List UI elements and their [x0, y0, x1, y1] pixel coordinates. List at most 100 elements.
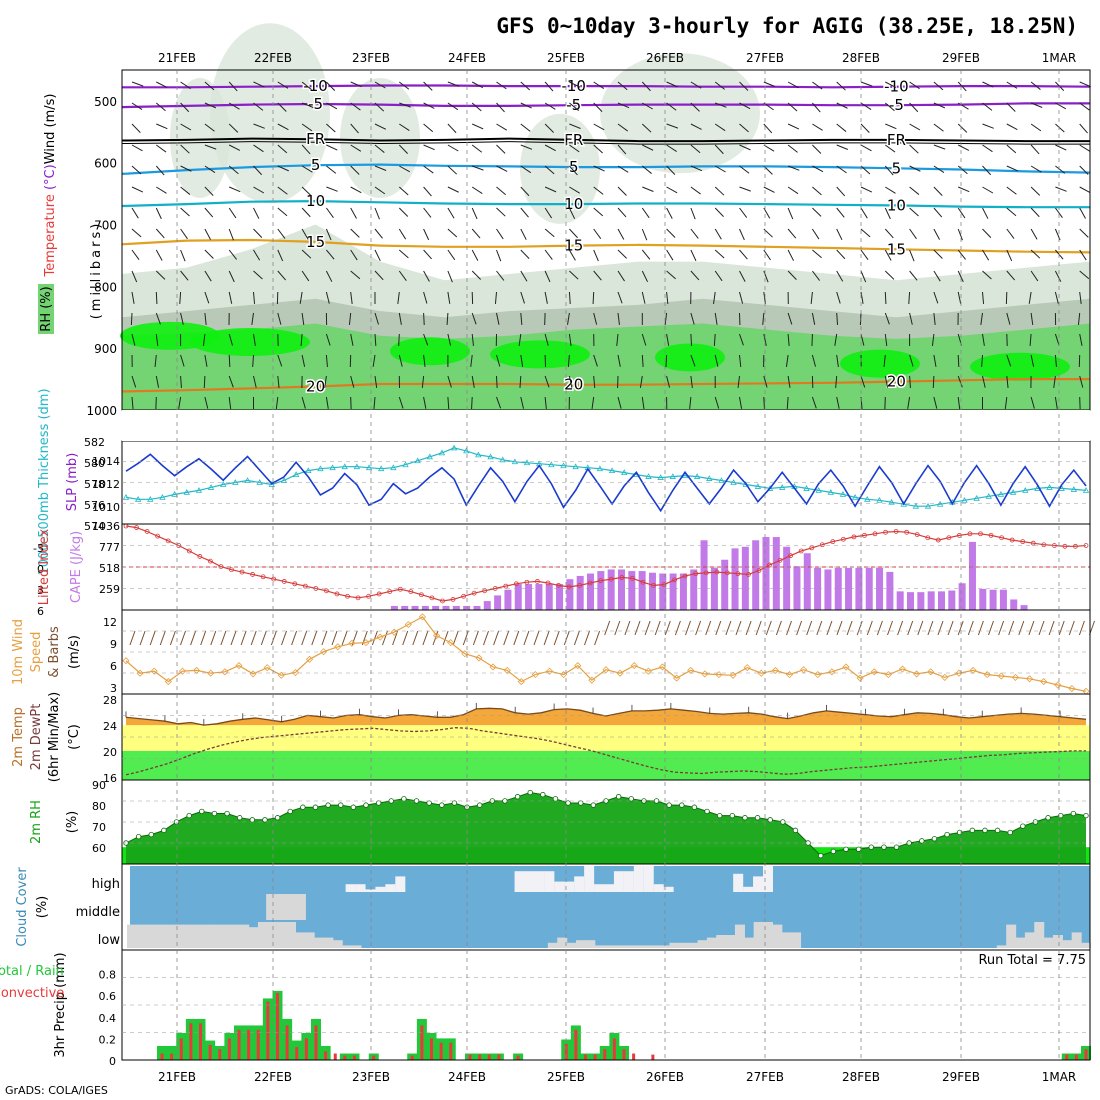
lifted-index-marker [840, 536, 846, 542]
wind-barb [1030, 186, 1041, 196]
cape-bar [659, 573, 667, 610]
wind-barb [909, 249, 915, 262]
wind-barb [617, 186, 627, 196]
cloud-bar-low [136, 924, 147, 948]
wind-barb [860, 249, 869, 261]
wind-barb [642, 144, 654, 151]
thickness-marker [1082, 487, 1090, 493]
wind-barb [812, 165, 824, 173]
cloud-bar-low [1024, 932, 1035, 948]
wind-barb [569, 165, 578, 176]
cloud-row-label: middle [76, 905, 120, 920]
wind-barb-10m [392, 630, 399, 646]
lifted-index-marker [334, 591, 340, 597]
wind-barb [593, 228, 602, 240]
wind-barb [1006, 186, 1017, 195]
rh-patch [490, 340, 590, 369]
precip-convective-bar [372, 1055, 376, 1060]
wind-barb [860, 207, 868, 219]
rh2m-marker [300, 804, 306, 810]
lifted-index-marker [746, 572, 751, 577]
lifted-index-marker [978, 531, 983, 537]
wind-barb [714, 354, 719, 367]
lifted-index-marker [513, 581, 519, 587]
thickness-marker [171, 491, 178, 497]
wind-barb [326, 81, 336, 91]
lifted-index-marker [556, 582, 561, 588]
cape-bar [473, 605, 481, 610]
lifted-index-marker [218, 564, 224, 570]
thickness-marker [341, 463, 348, 470]
wind-barb [957, 144, 970, 151]
wind-barb [690, 333, 693, 347]
wind-barb-10m [887, 620, 893, 636]
wind-barb [714, 123, 726, 132]
cape-bar [865, 567, 873, 610]
wind-barb [933, 165, 945, 173]
wind-barb [544, 291, 548, 304]
wind-barb [496, 186, 507, 196]
thickness-marker [523, 459, 531, 466]
wind-barb [179, 291, 182, 305]
cloud-bar-low [1071, 932, 1082, 948]
lifted-index-marker [608, 576, 614, 582]
wind-speed-marker [898, 665, 907, 673]
wind-barb [714, 312, 718, 325]
wind-barb [763, 333, 767, 346]
wind-barb [1006, 207, 1017, 217]
lifted-index-marker [682, 573, 688, 579]
wind-barb [131, 207, 139, 219]
lifted-index-marker [197, 554, 203, 559]
wind-barb [617, 123, 629, 132]
wind-barb-10m [725, 620, 732, 636]
wind-barb [909, 270, 918, 281]
wind-barb [739, 207, 748, 218]
wind-barb [374, 375, 378, 388]
wind-barb-10m [341, 630, 348, 646]
lifted-index-marker [862, 532, 867, 538]
wind-barb [933, 249, 943, 259]
wind-speed-marker [305, 655, 314, 663]
precip-convective-bar [266, 1001, 270, 1060]
wind-barb [325, 333, 331, 346]
cloud-bar-low [192, 924, 203, 948]
wind-barb [1006, 102, 1016, 112]
wind-barb [982, 123, 994, 129]
wind-barb [714, 144, 724, 155]
rh-cloud [520, 113, 600, 224]
rh2m-marker [1083, 812, 1089, 819]
cloud-bar-low [650, 945, 661, 948]
wind-barb [350, 81, 362, 88]
wind-barb [860, 375, 866, 388]
cape-bar [628, 571, 636, 610]
thickness-tick: 578 [84, 478, 105, 491]
rh2m-ylabel: 2m RH [29, 800, 44, 844]
wind-barb [1006, 354, 1012, 367]
precip-convective-bar [574, 1029, 578, 1060]
wind-barb [496, 249, 502, 262]
thickness-marker [134, 495, 142, 502]
cloud-bar-low [1043, 937, 1054, 948]
cloud-row-label: high [92, 877, 120, 892]
wind-barb [228, 375, 234, 388]
rh2m-marker [552, 796, 559, 802]
wind-barb [350, 186, 362, 194]
wind-barb [520, 81, 531, 91]
wind-barb [496, 144, 506, 154]
cloud-bar-low [557, 937, 568, 948]
wind-barb [253, 228, 263, 238]
lifted-index-marker [471, 590, 477, 596]
wind-speed-marker [757, 669, 765, 677]
wind-barb-10m [190, 630, 197, 646]
thickness-marker [997, 491, 1005, 497]
wind-barb [884, 102, 895, 112]
wind-ylabel-2: Speed [29, 632, 44, 673]
lifted-tick: 3 [37, 584, 44, 597]
lifted-index-marker [598, 578, 604, 584]
cloud-bar-low [295, 932, 306, 948]
cloud-bar-low [351, 945, 362, 948]
cloud-row-label: low [98, 933, 121, 948]
lifted-index-marker [387, 589, 393, 594]
thickness-marker [851, 493, 859, 500]
lifted-index-marker [260, 574, 266, 580]
